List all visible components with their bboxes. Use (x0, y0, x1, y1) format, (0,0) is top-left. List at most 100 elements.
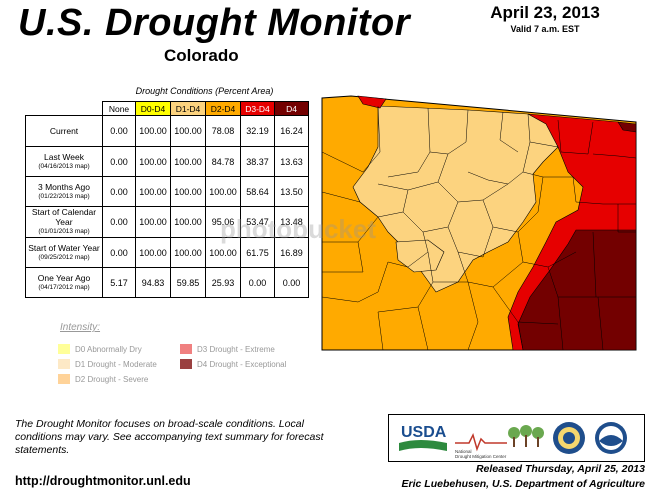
row-label: Start of Calendar Year (01/01/2013 map) (25, 206, 103, 238)
county-lines (321, 105, 637, 351)
row-label-text: Current (49, 126, 79, 136)
table-cell: 0.00 (102, 237, 136, 268)
table-row: 3 Months Ago (01/22/2013 map) 0.00 100.00 10… (25, 176, 309, 207)
table-cell: 100.00 (135, 146, 171, 177)
row-label-text: One Year Ago (37, 272, 91, 283)
row-label-date: (01/22/2013 map) (38, 192, 90, 200)
table-cell: 0.00 (102, 115, 136, 147)
partner-logos: USDA National Drought Mitigation Center (388, 414, 645, 462)
footnote-text: The Drought Monitor focuses on broad-sca… (15, 418, 324, 456)
legend-swatch-d1 (58, 359, 70, 369)
col-header-d4: D4 (274, 101, 309, 116)
row-label-date: (09/25/2012 map) (38, 253, 90, 261)
legend-label-d2: D2 Drought - Severe (75, 374, 149, 384)
table-cell: 59.85 (170, 267, 206, 298)
table-cell: 84.78 (205, 146, 241, 177)
valid-time: Valid 7 a.m. EST (510, 24, 580, 34)
table-cell: 0.00 (240, 267, 275, 298)
row-label: Start of Water Year (09/25/2012 map) (25, 237, 103, 268)
table-cell: 13.48 (274, 206, 309, 238)
table-cell: 61.75 (240, 237, 275, 268)
table-cell: 25.93 (205, 267, 241, 298)
legend-label-d3: D3 Drought - Extreme (197, 344, 275, 354)
table-cell: 0.00 (274, 267, 309, 298)
table-cell: 94.83 (135, 267, 171, 298)
legend-swatch-d2 (58, 374, 70, 384)
table-row: One Year Ago (04/17/2012 map) 5.17 94.83 59.… (25, 267, 309, 298)
usda-text: USDA (401, 424, 447, 441)
watermark-text: photobucket (220, 214, 376, 244)
row-label: Last Week (04/16/2013 map) (25, 146, 103, 177)
table-cell: 16.89 (274, 237, 309, 268)
legend-swatch-d4 (180, 359, 192, 369)
legend-item-d2: D2 Drought - Severe (58, 374, 148, 384)
colorado-drought-map (321, 95, 637, 351)
map-d4-ne-region (617, 121, 637, 133)
table-cell: 32.19 (240, 115, 275, 147)
table-header-row: None D0-D4 D1-D4 D2-D4 D3-D4 D4 (26, 101, 309, 116)
table-cell: 100.00 (170, 146, 206, 177)
state-name: Colorado (164, 46, 239, 65)
map-d3-nw-region (357, 95, 387, 109)
table-cell: 78.08 (205, 115, 241, 147)
release-date: Released Thursday, April 25, 2013 (475, 463, 645, 475)
col-header-none: None (102, 101, 136, 116)
table-cell: 13.63 (274, 146, 309, 177)
map-date: April 23, 2013 (490, 3, 600, 22)
author-credit: Eric Luebehusen, U.S. Department of Agri… (401, 478, 645, 490)
table-cell: 100.00 (135, 176, 171, 207)
row-label-text: 3 Months Ago (38, 181, 90, 192)
page-title: U.S. Drought Monitor (18, 2, 411, 44)
table-cell: 0.00 (102, 206, 136, 238)
legend-swatch-d0 (58, 344, 70, 354)
row-label-text: Last Week (43, 151, 84, 162)
table-cell: 16.24 (274, 115, 309, 147)
legend-item-d1: D1 Drought - Moderate (58, 359, 157, 369)
table-cell: 0.00 (102, 146, 136, 177)
legend-title: Intensity: (60, 322, 101, 333)
website-link[interactable]: http://droughtmonitor.unl.edu (15, 474, 191, 488)
map-d4-region (517, 229, 637, 351)
table-cell: 0.00 (102, 176, 136, 207)
commerce-seal-icon (553, 422, 585, 454)
ndmc-line2: Drought Mitigation Center (455, 454, 507, 459)
table-row: Current 0.00 100.00 100.00 78.08 32.19 16.24 (25, 115, 309, 147)
row-label: 3 Months Ago (01/22/2013 map) (25, 176, 103, 207)
table-cell: 100.00 (205, 237, 241, 268)
row-label-date: (04/17/2012 map) (38, 283, 90, 291)
legend-swatch-d3 (180, 344, 192, 354)
table-cell: 100.00 (135, 206, 171, 238)
drought-conditions-table: None D0-D4 D1-D4 D2-D4 D3-D4 D4 Current 0… (25, 101, 309, 298)
logos-graphic: USDA National Drought Mitigation Center (399, 422, 627, 459)
col-header-d3-d4: D3-D4 (240, 101, 275, 116)
col-header-d0-d4: D0-D4 (135, 101, 171, 116)
legend-item-d0: D0 Abnormally Dry (58, 344, 142, 354)
table-cell: 38.37 (240, 146, 275, 177)
row-label-text: Start of Water Year (28, 242, 100, 253)
table-row: Start of Water Year (09/25/2012 map) 0.00 1… (25, 237, 309, 268)
table-cell: 100.00 (135, 115, 171, 147)
legend-item-d3: D3 Drought - Extreme (180, 344, 275, 354)
table-title: Drought Conditions (Percent Area) (135, 86, 274, 96)
legend-item-d4: D4 Drought - Exceptional (180, 359, 286, 369)
noaa-logo-icon (595, 422, 627, 454)
legend-label-d1: D1 Drought - Moderate (75, 359, 157, 369)
table-cell: 100.00 (135, 237, 171, 268)
table-cell: 100.00 (170, 115, 206, 147)
row-label-date: (01/01/2013 map) (38, 228, 90, 235)
table-cell: 13.50 (274, 176, 309, 207)
table-row: Last Week (04/16/2013 map) 0.00 100.00 100.0… (25, 146, 309, 177)
row-label-text: Start of Calendar Year (31, 207, 97, 227)
table-cell: 58.64 (240, 176, 275, 207)
map-d1-south-region (395, 239, 445, 273)
ndmc-line1: National (455, 449, 472, 454)
table-corner (26, 102, 103, 116)
row-label-date: (04/16/2013 map) (38, 162, 90, 170)
table-cell: 100.00 (170, 237, 206, 268)
legend-label-d4: D4 Drought - Exceptional (197, 359, 287, 369)
table-row: Start of Calendar Year (01/01/2013 map) 0.… (25, 206, 309, 238)
col-header-d2-d4: D2-D4 (205, 101, 241, 116)
row-label: Current (25, 115, 103, 147)
table-cell: 100.00 (170, 206, 206, 238)
row-label: One Year Ago (04/17/2012 map) (25, 267, 103, 298)
